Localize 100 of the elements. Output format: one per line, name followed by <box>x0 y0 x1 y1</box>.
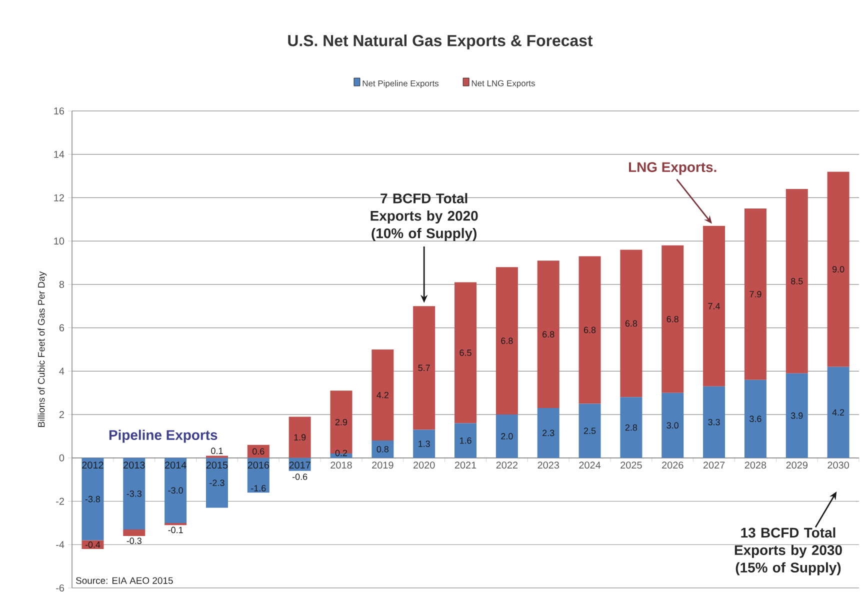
data-label: 2.3 <box>542 430 554 436</box>
bar <box>123 529 146 536</box>
bar <box>164 522 187 526</box>
x-tick-label: 2017 <box>289 462 310 469</box>
x-tick-label: 2022 <box>496 462 518 469</box>
data-label: -0.3 <box>126 538 142 544</box>
y-tick-label: 12 <box>54 194 64 202</box>
data-label: 4.2 <box>832 409 844 416</box>
data-label: -0.1 <box>168 526 183 534</box>
data-label: 6.8 <box>666 316 678 322</box>
data-label: 1.9 <box>294 434 306 440</box>
data-label: 7.9 <box>750 291 762 298</box>
data-label: -1.6 <box>251 485 266 492</box>
data-label: -3.0 <box>168 487 183 494</box>
x-tick-label: 2014 <box>164 462 186 469</box>
data-label: 6.8 <box>501 338 513 344</box>
data-label: 1.6 <box>460 437 472 444</box>
data-label: 6.5 <box>460 350 472 356</box>
x-tick-label: 2015 <box>206 462 228 469</box>
y-tick-label: 10 <box>54 238 64 245</box>
x-tick-label: 2012 <box>82 462 104 469</box>
bar <box>537 408 560 458</box>
bar <box>662 392 684 458</box>
x-tick-label: 2025 <box>620 462 642 469</box>
bar <box>164 458 187 523</box>
x-tick-label: 2024 <box>579 462 601 469</box>
bar <box>496 414 518 458</box>
x-tick-label: 2021 <box>454 462 476 469</box>
data-label: 7.4 <box>708 303 720 310</box>
data-label: -0.6 <box>292 474 308 480</box>
data-label: 2.8 <box>625 424 638 431</box>
bar <box>827 172 850 367</box>
bar <box>413 430 436 458</box>
y-tick-label: 4 <box>59 368 64 375</box>
bar <box>620 397 642 458</box>
bar <box>744 208 766 380</box>
bar <box>537 260 560 408</box>
bar <box>578 404 601 458</box>
bar <box>123 458 146 530</box>
data-label: 3.3 <box>708 418 720 426</box>
bar <box>703 386 726 458</box>
data-label: 5.7 <box>418 364 430 372</box>
data-label: 6.8 <box>542 331 554 338</box>
data-label: -2.3 <box>210 480 224 486</box>
y-tick-label: 14 <box>54 150 64 158</box>
x-tick-label: 2013 <box>124 462 145 469</box>
data-label: 0.8 <box>376 446 389 452</box>
annotation: Source: EIA AEO 2015 <box>76 577 173 584</box>
bar <box>703 226 726 386</box>
x-tick-label: 2020 <box>414 462 435 469</box>
legend-label: Net LNG Exports <box>472 80 535 88</box>
data-label: 3.9 <box>790 412 803 419</box>
data-label: 4.2 <box>376 392 388 398</box>
x-tick-label: 2019 <box>372 462 394 469</box>
x-tick-label: 2030 <box>828 462 849 469</box>
annotation: Pipeline Exports <box>109 430 218 443</box>
data-label: 0.1 <box>211 448 223 454</box>
y-tick-label: -2 <box>56 498 64 505</box>
data-label: -0.4 <box>85 541 100 548</box>
annotation: 13 BCFD Total Exports by 2030 (15% of Supply) <box>734 527 842 576</box>
bar <box>454 423 477 458</box>
annotation: 7 BCFD Total Exports by 2020 (10% of Supply) <box>370 193 478 241</box>
x-tick-label: 2018 <box>330 462 352 469</box>
y-tick-label: -4 <box>56 541 64 548</box>
data-label: -3.3 <box>126 490 142 497</box>
chart-title: U.S. Net Natural Gas Exports & Forecast <box>288 34 593 50</box>
x-tick-label: 2023 <box>538 462 559 469</box>
bar <box>578 256 601 404</box>
bar <box>786 189 808 374</box>
y-axis-title: Billions of Cubic Feet of Gas Per Day <box>38 271 47 427</box>
y-tick-label: 16 <box>54 107 64 115</box>
y-tick-label: 6 <box>59 324 64 332</box>
data-label: 2.0 <box>501 433 513 440</box>
data-label: 6.8 <box>584 326 596 334</box>
bar <box>413 306 436 430</box>
y-tick-label: 2 <box>59 411 64 418</box>
bar <box>247 458 270 493</box>
bar <box>372 440 394 458</box>
x-tick-label: 2028 <box>744 462 766 469</box>
data-label: -3.8 <box>85 496 100 502</box>
x-tick-label: 2026 <box>662 462 684 469</box>
annotation: LNG Exports. <box>628 162 716 175</box>
data-label: 6.8 <box>625 320 638 327</box>
bar <box>744 380 766 458</box>
bar <box>786 373 808 458</box>
bar <box>206 458 228 508</box>
bar <box>454 282 477 424</box>
legend-label: Net Pipeline Exports <box>362 80 439 88</box>
bar <box>82 458 104 540</box>
data-label: 1.3 <box>418 440 430 447</box>
data-label: 2.9 <box>335 418 348 426</box>
data-label: 9.0 <box>832 266 844 272</box>
data-label: 2.5 <box>584 428 596 434</box>
data-label: 8.5 <box>791 278 803 284</box>
y-tick-label: 8 <box>59 280 64 288</box>
x-tick-label: 2029 <box>786 462 808 469</box>
y-tick-label: 0 <box>59 454 64 462</box>
x-tick-label: 2016 <box>248 462 270 469</box>
bar <box>496 267 518 415</box>
data-label: 3.0 <box>666 422 679 429</box>
